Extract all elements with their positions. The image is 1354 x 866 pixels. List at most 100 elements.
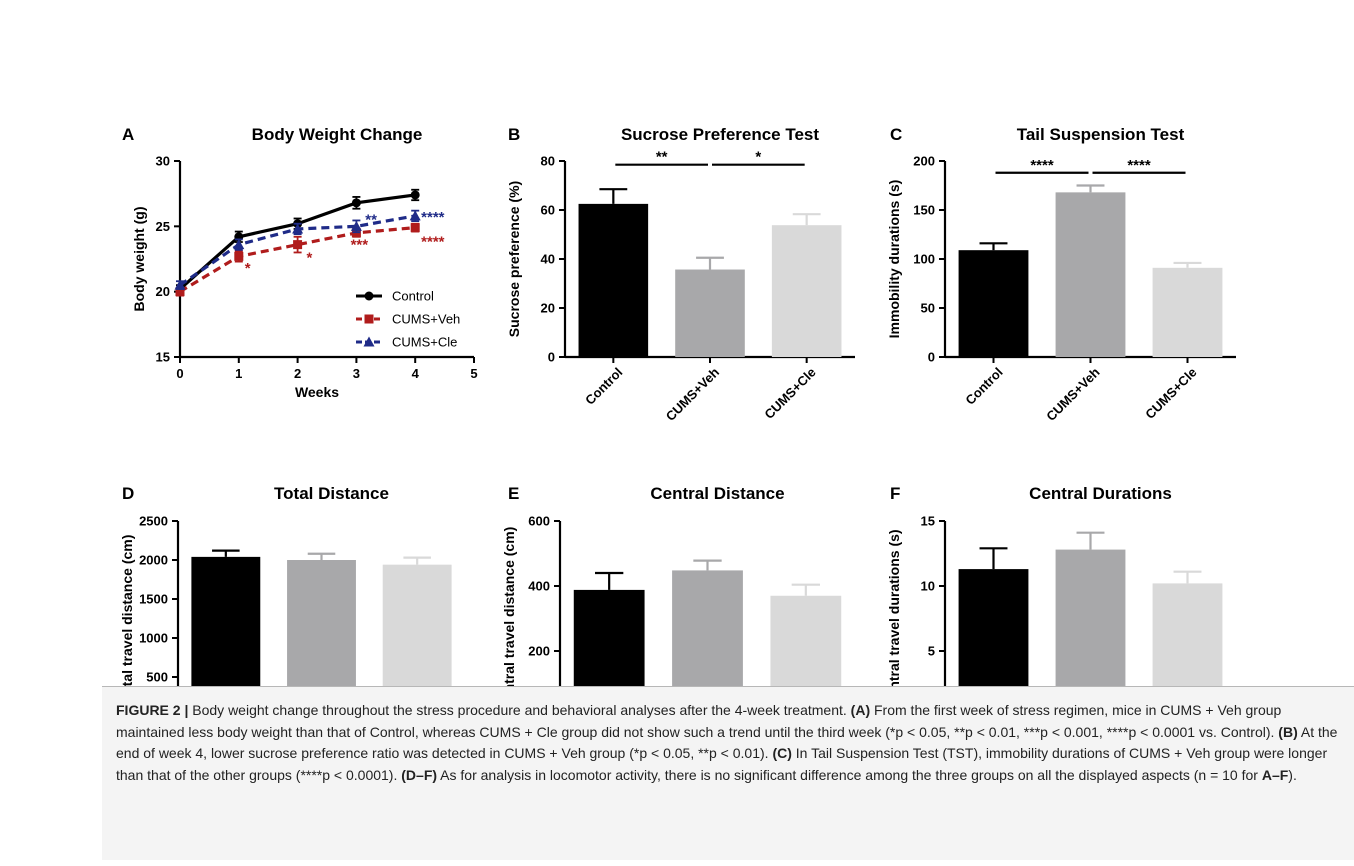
bar-cums-veh bbox=[1055, 192, 1126, 357]
y-tick-label: 0 bbox=[928, 350, 935, 365]
category-label: Control bbox=[582, 365, 625, 408]
y-tick-label: 0 bbox=[548, 350, 555, 365]
panel-letter: A bbox=[122, 125, 134, 144]
chart-title: Central Durations bbox=[1029, 484, 1172, 503]
caption-box bbox=[102, 686, 1354, 860]
figure-caption: FIGURE 2 | Body weight change throughout… bbox=[116, 700, 1341, 786]
y-tick-label: 15 bbox=[156, 350, 170, 365]
caption-tag-d-f: (D–F) bbox=[401, 766, 438, 783]
data-point bbox=[292, 223, 304, 234]
x-tick-label: 0 bbox=[176, 366, 183, 381]
series-cums-cle bbox=[174, 209, 421, 290]
category-label: CUMS+Cle bbox=[1142, 365, 1199, 422]
data-point bbox=[351, 198, 361, 208]
significance-marker: *** bbox=[351, 236, 369, 253]
x-tick-label: 5 bbox=[470, 366, 477, 381]
y-axis-label: Sucrose preference (%) bbox=[506, 181, 522, 337]
caption-tag-c: (C) bbox=[772, 745, 792, 761]
caption-sentence-4: In Tail Suspension Test (TST), immobilit… bbox=[116, 745, 1328, 783]
data-point bbox=[175, 287, 185, 297]
y-tick-label: 400 bbox=[528, 579, 550, 594]
panel-letter: F bbox=[890, 484, 900, 503]
significance-label: ** bbox=[656, 149, 668, 166]
legend-marker bbox=[363, 336, 375, 347]
chart-title: Body Weight Change bbox=[252, 125, 423, 144]
significance-marker: **** bbox=[421, 209, 445, 226]
y-tick-label: 15 bbox=[921, 514, 935, 529]
y-tick-label: 100 bbox=[913, 252, 935, 267]
data-point bbox=[350, 220, 362, 231]
y-tick-label: 30 bbox=[156, 154, 170, 169]
caption-sentence-5: As for analysis in locomotor activity, t… bbox=[440, 766, 1258, 783]
caption-label: FIGURE 2 | bbox=[116, 702, 189, 718]
significance-marker: * bbox=[245, 260, 251, 277]
y-tick-label: 25 bbox=[156, 219, 170, 234]
data-point bbox=[234, 251, 244, 261]
y-tick-label: 500 bbox=[146, 670, 168, 685]
y-tick-label: 1000 bbox=[139, 631, 168, 646]
caption-sentence-6: ). bbox=[1288, 766, 1297, 783]
category-label: CUMS+Veh bbox=[663, 364, 722, 423]
caption-sentence-2: From the first week of stress regimen, m… bbox=[116, 702, 1282, 740]
y-tick-label: 80 bbox=[541, 154, 555, 169]
data-point bbox=[293, 240, 303, 250]
panel-letter: C bbox=[890, 125, 902, 144]
y-tick-label: 600 bbox=[528, 514, 550, 529]
chart-title: Central Distance bbox=[650, 484, 784, 503]
significance-label: * bbox=[755, 149, 761, 166]
y-tick-label: 40 bbox=[541, 252, 555, 267]
y-tick-label: 2500 bbox=[139, 514, 168, 529]
data-point bbox=[410, 190, 420, 200]
x-tick-label: 4 bbox=[412, 366, 420, 381]
significance-label: **** bbox=[1030, 157, 1054, 174]
data-point bbox=[233, 239, 245, 250]
caption-sentence-1: Body weight change throughout the stress… bbox=[192, 702, 847, 718]
series-line bbox=[179, 226, 416, 294]
y-tick-label: 2000 bbox=[139, 553, 168, 568]
bar-cums-cle bbox=[1152, 267, 1223, 357]
legend-label: CUMS+Veh bbox=[392, 312, 460, 327]
significance-marker: **** bbox=[421, 234, 445, 251]
caption-tag-b: (B) bbox=[1278, 723, 1298, 740]
legend-label: Control bbox=[392, 289, 434, 304]
y-tick-label: 200 bbox=[528, 644, 550, 659]
data-point bbox=[410, 223, 420, 233]
y-tick-label: 50 bbox=[921, 301, 935, 316]
bar-cums-cle bbox=[771, 225, 842, 357]
y-tick-label: 150 bbox=[913, 203, 935, 218]
y-axis-label: Central travel durations (s) bbox=[886, 529, 902, 707]
y-tick-label: 60 bbox=[541, 203, 555, 218]
panel-b: B Sucrose Preference Test 0 20 40 60 80 Sucrose… bbox=[506, 125, 855, 424]
caption-tag-a-f: A–F bbox=[1261, 766, 1289, 783]
significance-marker: ** bbox=[365, 211, 377, 228]
x-tick-label: 1 bbox=[235, 366, 242, 381]
y-axis-label: Body weight (g) bbox=[131, 207, 147, 312]
x-tick-label: 3 bbox=[353, 366, 360, 381]
x-axis-label: Weeks bbox=[295, 384, 339, 400]
y-axis-label: Central travel distance (cm) bbox=[501, 527, 517, 711]
significance-label: **** bbox=[1127, 157, 1151, 174]
legend-label: CUMS+Cle bbox=[392, 335, 457, 350]
bar-cums-veh bbox=[675, 269, 745, 357]
category-label: Control bbox=[962, 365, 1005, 408]
panel-letter: E bbox=[508, 484, 519, 503]
chart-title: Total Distance bbox=[274, 484, 389, 503]
caption-sentence-3: At the end of week 4, lower sucrose pref… bbox=[116, 723, 1338, 762]
panel-c: C Tail Suspension Test 0 50 100 150 200 Immobil… bbox=[886, 125, 1236, 424]
y-axis-label: Immobility durations (s) bbox=[886, 180, 902, 339]
panel-letter: B bbox=[508, 125, 520, 144]
category-label: CUMS+Cle bbox=[761, 365, 818, 422]
caption-tag-a: (A) bbox=[850, 702, 871, 718]
legend-marker bbox=[364, 291, 374, 301]
chart-title: Tail Suspension Test bbox=[1017, 125, 1185, 144]
legend-marker bbox=[364, 314, 374, 324]
data-point bbox=[174, 279, 186, 290]
bar-control bbox=[958, 250, 1029, 357]
legend: Control CUMS+Veh CUMS+Cle bbox=[356, 289, 460, 350]
y-tick-label: 20 bbox=[541, 301, 555, 316]
category-label: CUMS+Veh bbox=[1043, 364, 1102, 423]
y-tick-label: 5 bbox=[928, 644, 935, 659]
y-tick-label: 1500 bbox=[139, 592, 168, 607]
panel-letter: D bbox=[122, 484, 134, 503]
